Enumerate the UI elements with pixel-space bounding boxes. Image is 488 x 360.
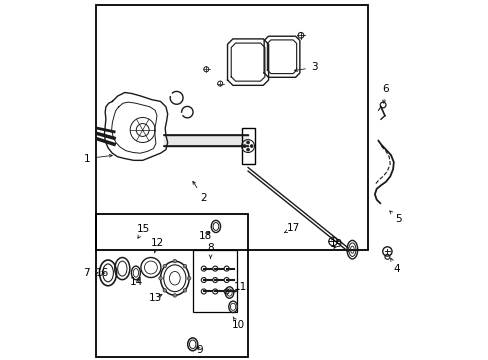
Text: 4: 4 <box>390 258 399 274</box>
Text: 10: 10 <box>231 317 244 330</box>
Circle shape <box>183 264 186 268</box>
Text: 13: 13 <box>149 293 162 303</box>
Text: 2: 2 <box>192 181 206 203</box>
Circle shape <box>187 276 190 280</box>
Text: 5: 5 <box>389 211 401 224</box>
Circle shape <box>246 141 249 144</box>
Text: 15: 15 <box>137 224 150 238</box>
Circle shape <box>243 145 245 148</box>
Text: 14: 14 <box>130 277 143 287</box>
Circle shape <box>159 276 162 280</box>
Text: 18: 18 <box>198 231 211 241</box>
Circle shape <box>163 264 166 268</box>
Text: 19: 19 <box>329 239 343 249</box>
Text: 7: 7 <box>83 268 98 278</box>
Circle shape <box>163 289 166 292</box>
Circle shape <box>183 289 186 292</box>
Text: 11: 11 <box>234 282 247 292</box>
Text: 1: 1 <box>84 154 112 163</box>
Text: 16: 16 <box>96 268 109 278</box>
Text: 17: 17 <box>284 223 300 233</box>
Text: 8: 8 <box>207 243 213 258</box>
Text: 6: 6 <box>382 84 388 103</box>
Text: 3: 3 <box>294 63 317 72</box>
Circle shape <box>173 259 176 263</box>
Circle shape <box>246 148 249 151</box>
Circle shape <box>173 294 176 297</box>
Text: 12: 12 <box>150 238 163 253</box>
Text: 9: 9 <box>196 345 203 355</box>
Circle shape <box>250 145 253 148</box>
